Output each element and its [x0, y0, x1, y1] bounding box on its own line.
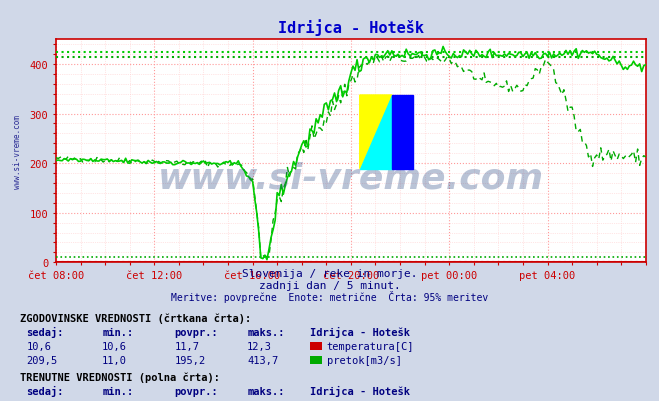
Text: 209,5: 209,5: [26, 355, 57, 365]
Text: 413,7: 413,7: [247, 355, 278, 365]
Text: Idrijca - Hotešk: Idrijca - Hotešk: [310, 385, 410, 396]
Text: min.:: min.:: [102, 327, 133, 337]
Text: ZGODOVINSKE VREDNOSTI (črtkana črta):: ZGODOVINSKE VREDNOSTI (črtkana črta):: [20, 312, 251, 323]
Text: www.si-vreme.com: www.si-vreme.com: [13, 114, 22, 188]
Text: temperatura[C]: temperatura[C]: [327, 400, 415, 401]
Text: 12,3: 12,3: [247, 341, 272, 351]
Text: povpr.:: povpr.:: [175, 327, 218, 337]
Text: 10,5: 10,5: [26, 400, 51, 401]
Text: 10,3: 10,3: [102, 400, 127, 401]
Text: temperatura[C]: temperatura[C]: [327, 341, 415, 351]
Text: pretok[m3/s]: pretok[m3/s]: [327, 355, 402, 365]
Text: 11,0: 11,0: [102, 355, 127, 365]
Polygon shape: [360, 96, 392, 169]
Text: 11,7: 11,7: [175, 341, 200, 351]
Text: sedaj:: sedaj:: [26, 326, 64, 337]
Text: 10,6: 10,6: [26, 341, 51, 351]
Text: Meritve: povprečne  Enote: metrične  Črta: 95% meritev: Meritve: povprečne Enote: metrične Črta:…: [171, 291, 488, 303]
Text: 10,6: 10,6: [247, 400, 272, 401]
Text: 10,4: 10,4: [175, 400, 200, 401]
Text: TRENUTNE VREDNOSTI (polna črta):: TRENUTNE VREDNOSTI (polna črta):: [20, 371, 219, 382]
Text: www.si-vreme.com: www.si-vreme.com: [158, 161, 544, 195]
Text: zadnji dan / 5 minut.: zadnji dan / 5 minut.: [258, 281, 401, 291]
Bar: [392, 96, 413, 169]
Text: povpr.:: povpr.:: [175, 386, 218, 396]
Title: Idrijca - Hotešk: Idrijca - Hotešk: [278, 19, 424, 36]
Text: Slovenija / reke in morje.: Slovenija / reke in morje.: [242, 269, 417, 279]
Text: 10,6: 10,6: [102, 341, 127, 351]
Polygon shape: [360, 96, 392, 169]
Text: 195,2: 195,2: [175, 355, 206, 365]
Text: maks.:: maks.:: [247, 327, 285, 337]
Text: Idrijca - Hotešk: Idrijca - Hotešk: [310, 326, 410, 337]
Text: maks.:: maks.:: [247, 386, 285, 396]
Text: sedaj:: sedaj:: [26, 385, 64, 396]
Text: min.:: min.:: [102, 386, 133, 396]
